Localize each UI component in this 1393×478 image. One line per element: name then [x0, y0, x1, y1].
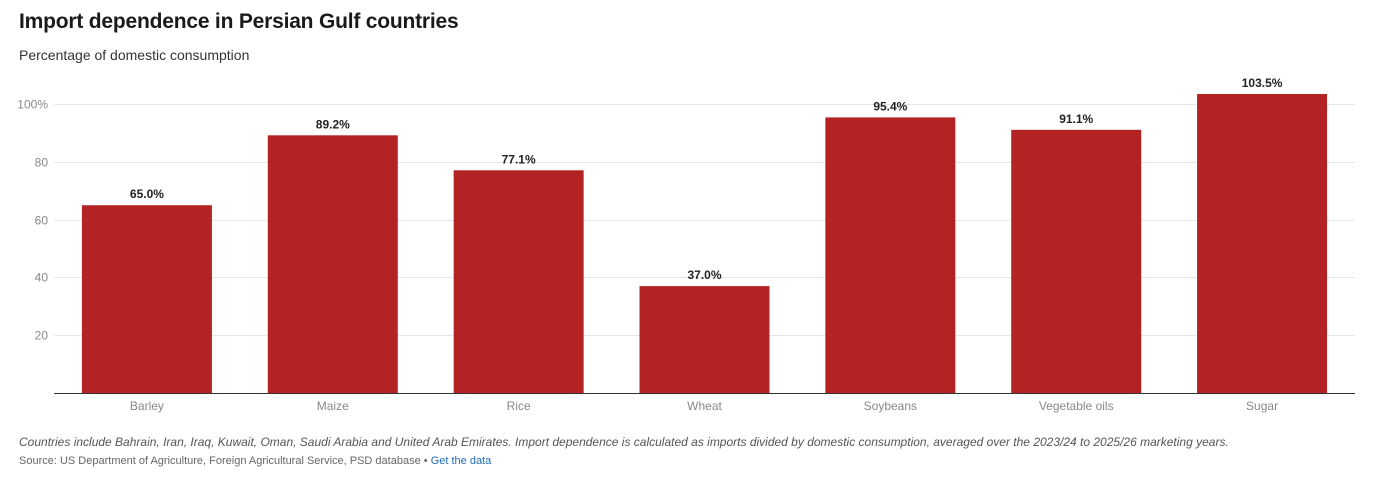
- x-tick-label: Barley: [130, 399, 164, 413]
- x-tick-label: Maize: [317, 399, 349, 413]
- data-label: 65.0%: [130, 187, 164, 201]
- bar-soybeans[interactable]: [825, 117, 956, 394]
- bar-wheat[interactable]: [639, 286, 770, 393]
- chart-subtitle: Percentage of domestic consumption: [19, 47, 250, 63]
- chart-source: Source: US Department of Agriculture, Fo…: [19, 455, 491, 467]
- x-tick-label: Sugar: [1246, 399, 1278, 413]
- data-labels: 65.0% 89.2% 77.1% 37.0% 95.4% 91.1% 103.5%: [130, 76, 1283, 282]
- source-separator: •: [423, 455, 428, 467]
- get-the-data-link[interactable]: Get the data: [430, 455, 492, 467]
- x-axis-ticks: Barley Maize Rice Wheat Soybeans Vegetable oi…: [130, 399, 1278, 413]
- x-tick-label: Wheat: [687, 399, 722, 413]
- x-tick-label: Soybeans: [864, 399, 917, 413]
- bar-vegetable-oils[interactable]: [1011, 129, 1142, 394]
- bars: [81, 94, 1328, 394]
- chart-note: Countries include Bahrain, Iran, Iraq, K…: [19, 435, 1229, 449]
- y-axis-ticks: 20 40 60 80 100%: [17, 98, 48, 343]
- data-label: 37.0%: [687, 268, 721, 282]
- y-tick-label: 80: [35, 156, 49, 170]
- y-tick-label: 20: [35, 329, 49, 343]
- data-label: 103.5%: [1242, 76, 1283, 90]
- y-tick-label: 100%: [17, 98, 48, 112]
- bar-barley[interactable]: [81, 205, 212, 393]
- x-tick-label: Rice: [507, 399, 531, 413]
- y-tick-label: 60: [35, 214, 49, 228]
- source-text: Source: US Department of Agriculture, Fo…: [19, 455, 421, 467]
- bar-maize[interactable]: [267, 135, 398, 394]
- bar-sugar[interactable]: [1197, 94, 1328, 393]
- x-tick-label: Vegetable oils: [1039, 399, 1114, 413]
- data-label: 91.1%: [1059, 112, 1093, 126]
- data-label: 89.2%: [316, 117, 350, 131]
- data-label: 77.1%: [502, 152, 536, 166]
- chart-title: Import dependence in Persian Gulf countr…: [19, 10, 459, 33]
- bar-rice[interactable]: [453, 170, 584, 393]
- y-tick-label: 40: [35, 271, 49, 285]
- data-label: 95.4%: [873, 99, 907, 113]
